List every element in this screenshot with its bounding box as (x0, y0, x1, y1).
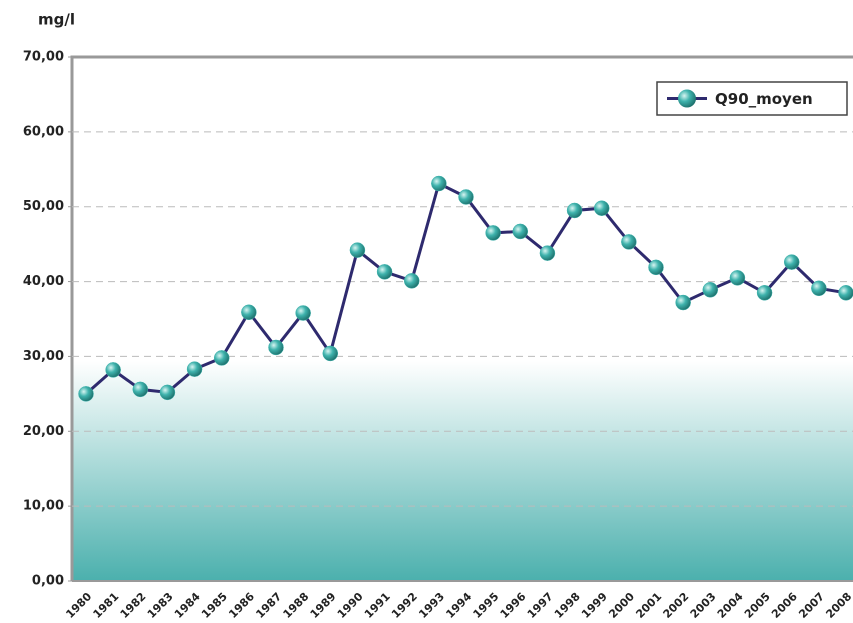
x-tick-label: 2006 (769, 590, 800, 621)
x-tick-label: 1995 (471, 590, 502, 621)
data-point (376, 264, 393, 280)
data-point (403, 273, 420, 289)
x-tick-label: 1991 (362, 590, 393, 621)
data-point (105, 362, 121, 378)
x-tick-label: 2008 (823, 590, 853, 621)
y-axis-title: mg/l (38, 11, 75, 29)
x-tick-label: 1992 (389, 590, 420, 621)
x-tick-label: 1985 (199, 590, 230, 621)
x-tick-label: 2004 (715, 590, 746, 621)
y-tick-label: 0,00 (32, 574, 64, 589)
data-point (78, 386, 94, 402)
plot-area (72, 57, 853, 581)
data-point (566, 202, 583, 219)
x-tick-label: 2005 (742, 590, 773, 621)
x-tick-label: 1993 (416, 590, 447, 621)
data-point (539, 245, 556, 261)
y-tick-label: 40,00 (23, 274, 64, 289)
x-tick-label: 2003 (688, 590, 719, 621)
x-tick-label: 2000 (606, 590, 637, 621)
y-tick-label: 20,00 (23, 424, 64, 439)
legend-label: Q90_moyen (715, 90, 813, 108)
data-point (132, 381, 149, 398)
data-point (675, 294, 691, 311)
x-tick-label: 1987 (253, 590, 284, 621)
data-point (783, 254, 800, 270)
data-point (268, 339, 284, 356)
data-point (702, 282, 719, 298)
x-tick-label: 1997 (525, 590, 556, 621)
data-point (485, 225, 501, 241)
x-tick-label: 1984 (172, 590, 203, 621)
data-point (811, 280, 827, 297)
x-tick-label: 1981 (91, 590, 122, 621)
x-tick-label: 1989 (308, 590, 339, 621)
legend-marker (678, 89, 696, 108)
y-tick-label: 10,00 (23, 499, 64, 514)
x-tick-label: 1994 (443, 590, 474, 621)
data-point (295, 305, 311, 321)
data-point (648, 259, 664, 276)
data-point (838, 285, 853, 301)
x-tick-label: 1980 (63, 590, 94, 621)
data-point (512, 223, 529, 240)
data-point (756, 285, 773, 301)
x-tick-label: 1988 (281, 590, 312, 621)
x-tick-label: 1986 (226, 590, 257, 621)
data-point (159, 384, 176, 401)
data-point (593, 200, 610, 216)
x-tick-label: 1990 (335, 590, 366, 621)
x-tick-label: 2002 (661, 590, 692, 621)
data-point (458, 189, 474, 205)
y-tick-label: 30,00 (23, 349, 64, 364)
data-point (322, 345, 339, 362)
y-tick-label: 50,00 (23, 199, 64, 214)
x-tick-label: 1983 (145, 590, 176, 621)
x-tick-label: 2001 (633, 590, 664, 621)
x-tick-label: 1998 (552, 590, 583, 621)
data-point (431, 175, 447, 192)
data-point (186, 361, 203, 377)
y-tick-label: 60,00 (23, 124, 64, 139)
x-tick-label: 2007 (796, 590, 827, 621)
data-point (729, 270, 746, 286)
x-tick-label: 1999 (579, 590, 610, 621)
x-tick-label: 1982 (118, 590, 149, 621)
data-point (213, 350, 230, 366)
x-tick-label: 1996 (498, 590, 529, 621)
data-point (241, 304, 257, 321)
data-point (621, 234, 637, 250)
data-point (349, 242, 366, 258)
y-tick-label: 70,00 (23, 50, 64, 65)
